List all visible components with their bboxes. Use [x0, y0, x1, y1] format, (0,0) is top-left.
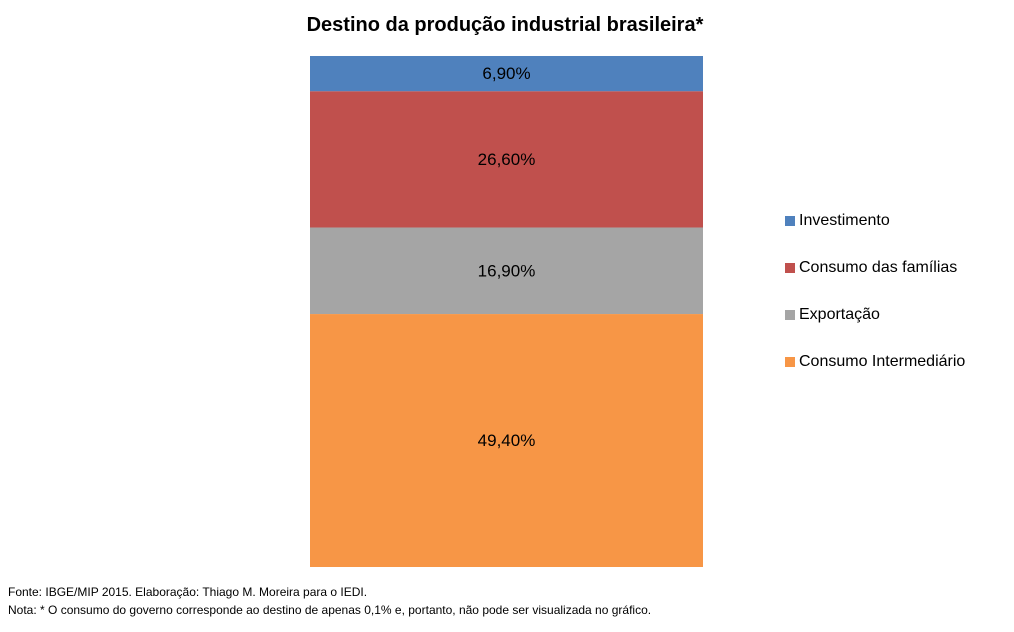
legend-label: Investimento — [799, 212, 890, 229]
bar-segment-1 — [310, 91, 703, 228]
legend-label: Consumo das famílias — [799, 259, 958, 276]
bar-segment-0 — [310, 56, 703, 92]
data-label-0: 6,90% — [482, 64, 530, 83]
data-label-2: 16,90% — [478, 261, 536, 280]
data-label-1: 26,60% — [478, 150, 536, 169]
bar-segment-3 — [310, 314, 703, 567]
legend-swatch — [785, 310, 795, 320]
data-label-3: 49,40% — [478, 431, 536, 450]
legend-item-consumo-das-familias: Consumo das famílias — [785, 257, 1010, 279]
chart-legend: Investimento Consumo das famílias Export… — [785, 210, 1010, 398]
chart-title: Destino da produção industrial brasileir… — [306, 14, 704, 36]
legend-item-investimento: Investimento — [785, 210, 1010, 232]
chart-footer: Fonte: IBGE/MIP 2015. Elaboração: Thiago… — [8, 583, 651, 619]
legend-swatch — [785, 357, 795, 367]
legend-label: Exportação — [799, 306, 880, 323]
legend-item-consumo-intermediario: Consumo Intermediário — [785, 351, 1010, 373]
bar-segment-2 — [310, 227, 703, 315]
footnote: Nota: * O consumo do governo corresponde… — [8, 603, 652, 617]
legend-swatch — [785, 263, 795, 273]
legend-label: Consumo Intermediário — [799, 353, 966, 370]
source-note: Fonte: IBGE/MIP 2015. Elaboração: Thiago… — [8, 585, 368, 599]
legend-swatch — [785, 216, 795, 226]
legend-item-exportacao: Exportação — [785, 304, 1010, 326]
